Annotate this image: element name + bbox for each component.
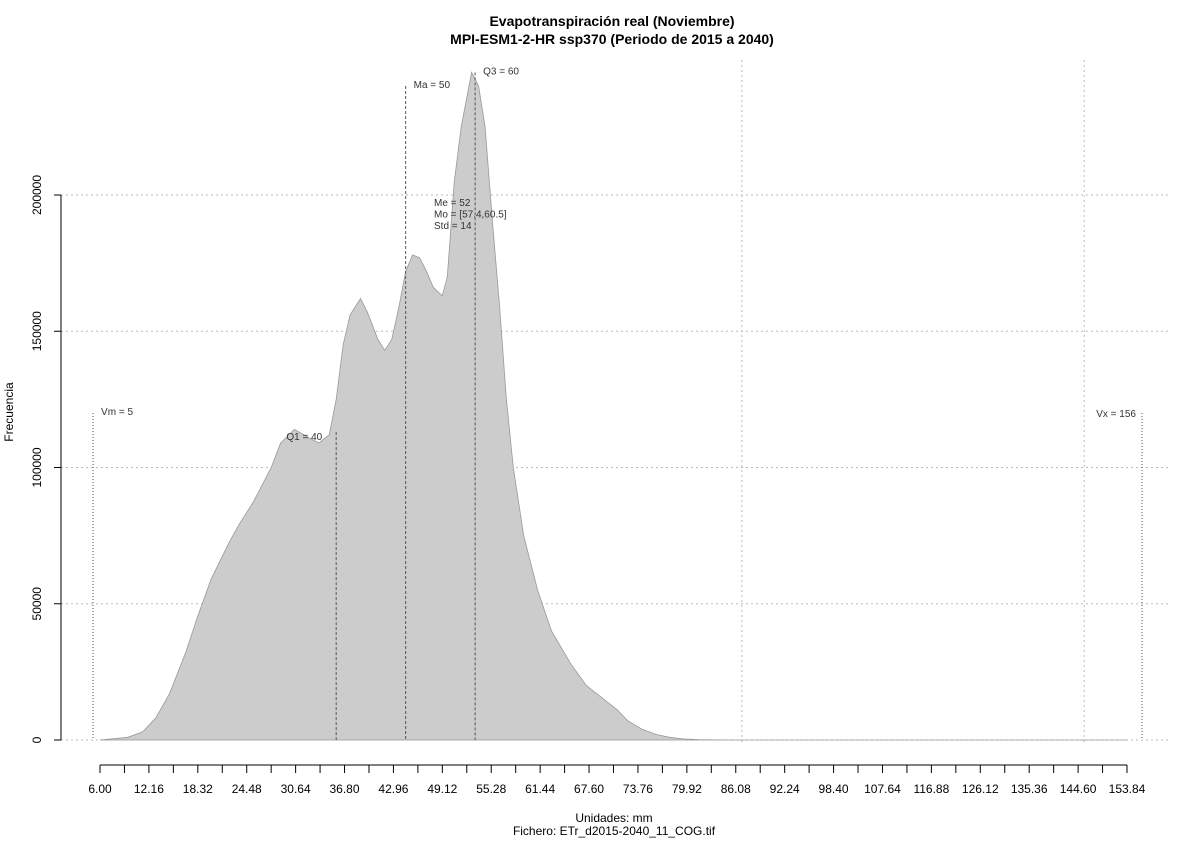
x-tick-label-14: 92.24 bbox=[770, 782, 800, 796]
density-area-path bbox=[99, 71, 1127, 741]
marker-label-3: Q3 = 60 bbox=[483, 66, 519, 77]
x-tick-label-4: 30.64 bbox=[281, 782, 311, 796]
x-tick-label-9: 61.44 bbox=[525, 782, 555, 796]
marker-label-2: Ma = 50 bbox=[414, 80, 451, 91]
x-tick-label-6: 42.96 bbox=[378, 782, 408, 796]
y-tick-label-4: 200000 bbox=[30, 175, 44, 215]
x-axis-file-label: Fichero: ETr_d2015-2040_11_COG.tif bbox=[513, 824, 716, 838]
x-tick-label-21: 153.84 bbox=[1109, 782, 1146, 796]
x-tick-label-17: 116.88 bbox=[913, 782, 949, 796]
x-tick-label-8: 55.28 bbox=[476, 782, 506, 796]
y-axis-title: Frecuencia bbox=[2, 382, 16, 442]
chart-subtitle: MPI-ESM1-2-HR ssp370 (Periodo de 2015 a … bbox=[450, 31, 774, 47]
y-tick-label-3: 150000 bbox=[30, 311, 44, 351]
chart-title: Evapotranspiración real (Noviembre) bbox=[489, 13, 734, 29]
stat-line-0: Me = 52 bbox=[434, 198, 471, 209]
x-tick-label-12: 79.92 bbox=[672, 782, 702, 796]
y-tick-label-2: 100000 bbox=[30, 447, 44, 487]
x-tick-label-20: 144.60 bbox=[1060, 782, 1097, 796]
grid-lines bbox=[61, 60, 1170, 745]
x-tick-label-11: 73.76 bbox=[623, 782, 653, 796]
x-tick-label-13: 86.08 bbox=[721, 782, 751, 796]
x-tick-label-3: 24.48 bbox=[232, 782, 262, 796]
x-tick-label-2: 18.32 bbox=[183, 782, 213, 796]
y-tick-label-0: 0 bbox=[30, 736, 44, 743]
stat-line-2: Std = 14 bbox=[434, 221, 472, 232]
density-area bbox=[99, 71, 1127, 741]
x-tick-label-10: 67.60 bbox=[574, 782, 604, 796]
y-tick-label-1: 50000 bbox=[30, 587, 44, 621]
x-tick-label-15: 98.40 bbox=[819, 782, 849, 796]
x-tick-label-18: 126.12 bbox=[962, 782, 999, 796]
quantile-markers: Vm = 5 Q1 = 40 Ma = 50 Q3 = 60 Vx = 156 bbox=[92, 66, 1143, 740]
axes: 0 50000 100000 150000 200000 6.00 12.16 18.32 24… bbox=[30, 175, 1146, 796]
x-tick-label-5: 36.80 bbox=[330, 782, 360, 796]
x-tick-label-7: 49.12 bbox=[427, 782, 457, 796]
x-tick-label-1: 12.16 bbox=[134, 782, 164, 796]
x-tick-label-16: 107.64 bbox=[864, 782, 901, 796]
x-tick-label-0: 6.00 bbox=[88, 782, 112, 796]
stat-line-1: Mo = [57.4,60.5] bbox=[434, 210, 507, 221]
marker-label-4: Vx = 156 bbox=[1096, 409, 1136, 420]
marker-label-1: Q1 = 40 bbox=[286, 432, 322, 443]
x-tick-label-19: 135.36 bbox=[1011, 782, 1048, 796]
marker-label-0: Vm = 5 bbox=[101, 407, 133, 418]
x-axis-title: Unidades: mm bbox=[575, 811, 652, 825]
